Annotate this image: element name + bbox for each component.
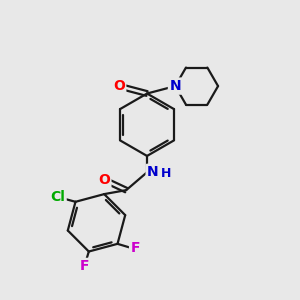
Text: N: N [169, 79, 181, 93]
Text: H: H [161, 167, 172, 180]
Text: Cl: Cl [50, 190, 65, 204]
Text: F: F [80, 260, 89, 273]
Text: F: F [130, 241, 140, 255]
Text: O: O [98, 173, 110, 187]
Text: N: N [147, 165, 159, 179]
Text: O: O [113, 79, 125, 93]
